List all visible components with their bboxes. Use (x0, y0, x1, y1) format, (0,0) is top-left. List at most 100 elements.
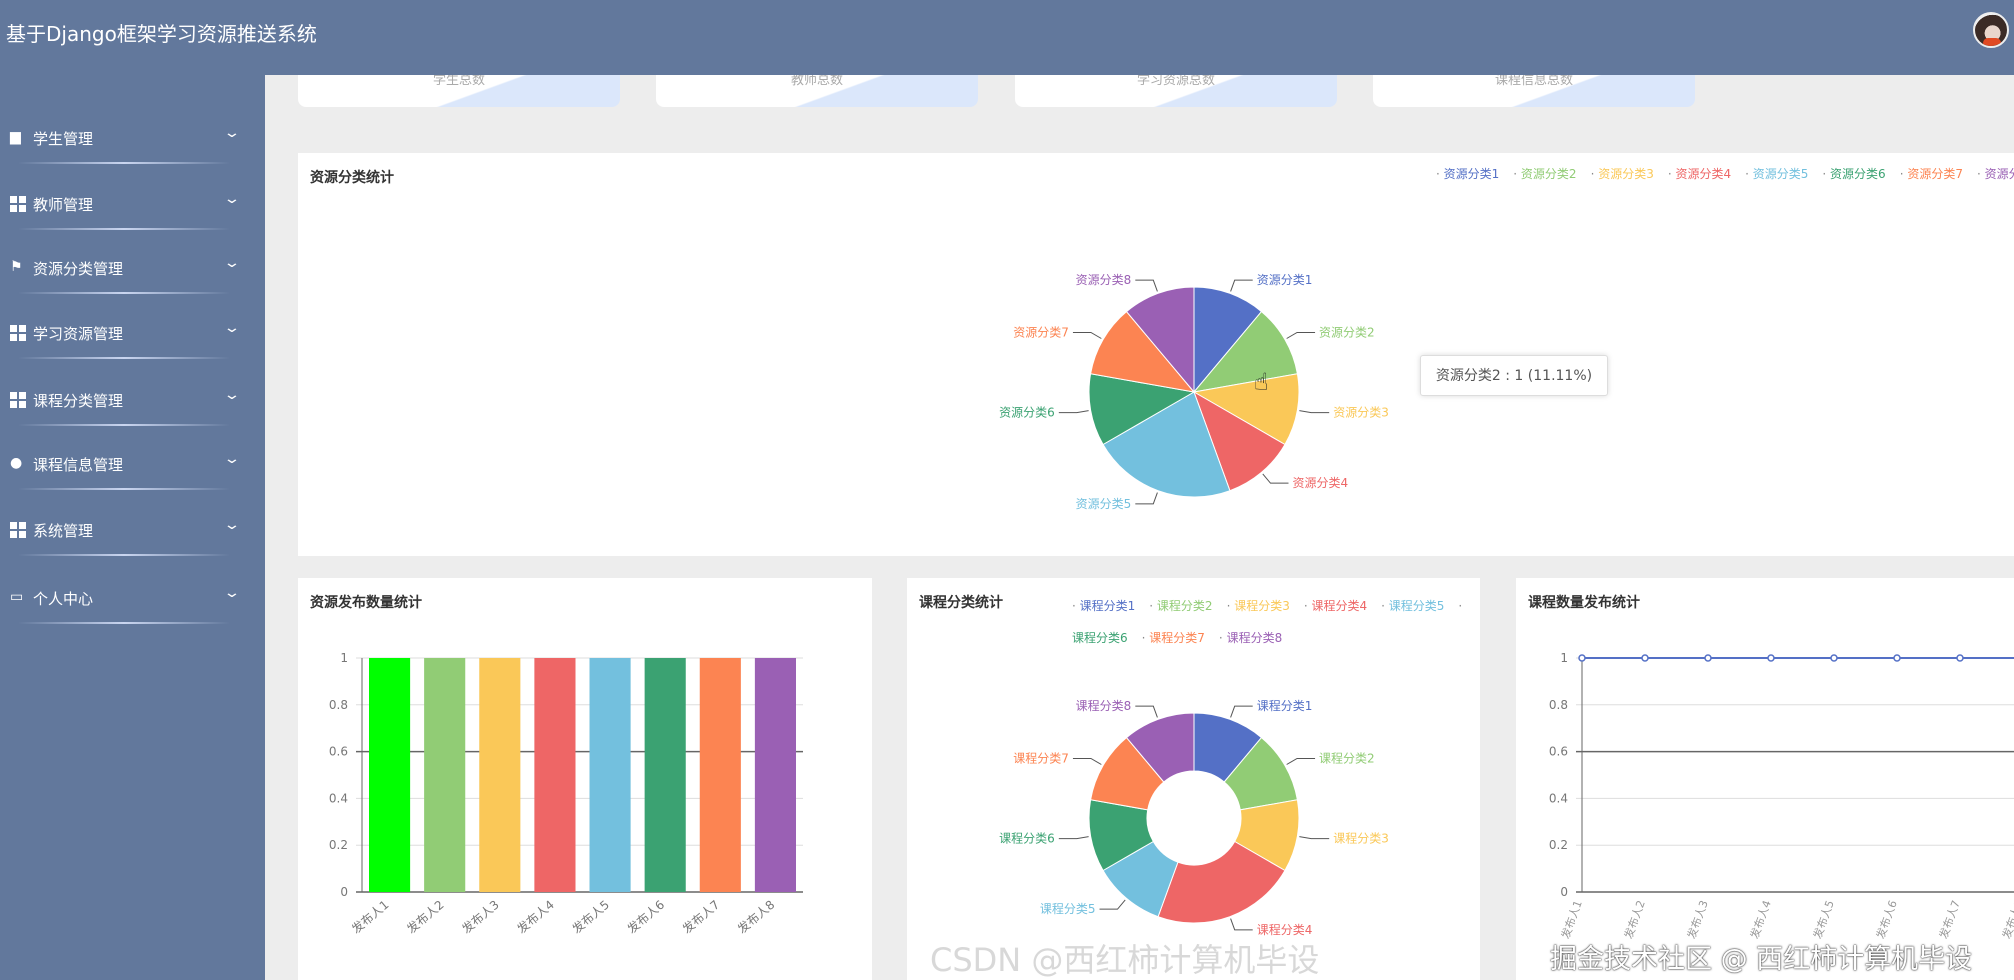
legend-item[interactable]: 资源分类3 (1591, 167, 1654, 181)
sidebar-item-1[interactable]: ▆ 学生管理 ⌄ (0, 118, 265, 158)
label-line (1230, 279, 1253, 292)
legend-item[interactable]: 课程分类2 (1149, 599, 1212, 613)
pie-slice (1090, 310, 1196, 393)
legend-item[interactable]: 资源分类7 (1900, 167, 1963, 181)
data-point (1767, 654, 1775, 662)
course-category-card: 课程分类统计 课程分类1课程分类2课程分类3课程分类4课程分类5课程分类6课程分… (907, 578, 1480, 980)
bar (369, 658, 411, 892)
stat-label: 学生总数 (432, 75, 485, 88)
sidebar-item-4[interactable]: 学习资源管理 ⌄ (0, 313, 265, 353)
label-line (1058, 836, 1089, 840)
bar (424, 658, 466, 892)
stat-label: 教师总数 (790, 75, 843, 88)
legend-item[interactable]: 课程分类8 (1219, 631, 1282, 645)
y-tick-label: 0.4 (329, 791, 348, 805)
label-line (1230, 705, 1253, 718)
label-line (1072, 758, 1102, 765)
stat-label: 学习资源总数 (1136, 75, 1215, 88)
label-line (1058, 410, 1089, 414)
grid-icon (10, 522, 26, 538)
legend-item[interactable]: 课程分类3 (1227, 599, 1290, 613)
legend-item[interactable]: 课程分类5 (1381, 599, 1444, 613)
x-tick-label: 发布人3 (1684, 898, 1711, 940)
bar (699, 658, 741, 892)
stat-card-3[interactable]: 学习资源总数 (1015, 75, 1337, 107)
chevron-down-icon: ⌄ (223, 320, 241, 336)
card-title: 资源发布数量统计 (310, 595, 422, 611)
grid-icon (10, 392, 26, 408)
course-publish-line-chart: 0 0.2 0.4 0.6 0.8 1 发布人1 发布人2 发布人3 发布人4 发布人5 发布人6 发布… (1549, 651, 2014, 941)
pie-slice (1192, 373, 1300, 446)
card-icon: ▭ (10, 589, 24, 605)
sidebar-item-label: 学习资源管理 (33, 325, 124, 343)
pie-slice (1193, 286, 1263, 394)
sidebar-item-label: 课程分类管理 (33, 392, 124, 410)
resource-publish-bar-chart: 0 0.2 0.4 0.6 0.8 1 发布人1 发布人2 发布人3 发布人4 发布人5 发布人6 发布… (329, 651, 803, 937)
legend-item[interactable]: 资源分类5 (1745, 167, 1808, 181)
chat-icon: ▆ (10, 129, 21, 145)
x-tick-label: 发布人2 (404, 897, 447, 937)
stat-card-2[interactable]: 教师总数 (656, 75, 978, 107)
divider (18, 488, 230, 490)
x-tick-label: 发布人6 (1873, 898, 1900, 940)
legend-item[interactable]: 资源分类8 (1977, 167, 2014, 181)
x-tick-label: 发布人4 (514, 897, 557, 937)
divider (18, 162, 230, 164)
chart-legend[interactable]: 资源分类1 资源分类2 资源分类3 资源分类4 资源分类5 资源分类6 资源分类7 资源分类8 (1436, 165, 2014, 182)
bar (754, 658, 796, 892)
sidebar-item-7[interactable]: 系统管理 ⌄ (0, 510, 265, 550)
chevron-down-icon: ⌄ (223, 517, 241, 533)
sidebar-item-6[interactable]: ● 课程信息管理 ⌄ (0, 444, 265, 484)
sidebar-item-label: 教师管理 (33, 196, 94, 214)
pie-slice (1125, 286, 1195, 394)
chevron-down-icon: ⌄ (223, 125, 241, 141)
x-tick-label: 发布人8 (734, 897, 777, 937)
legend-item[interactable]: 资源分类1 (1436, 167, 1499, 181)
label-line (1299, 836, 1330, 840)
pie-slice (1102, 391, 1231, 498)
top-header: 基于Django框架学习资源推送系统 (0, 0, 2014, 75)
x-tick-label: 发布人6 (624, 897, 667, 937)
legend-item[interactable]: 课程分类7 (1142, 631, 1205, 645)
sidebar-item-5[interactable]: 课程分类管理 ⌄ (0, 380, 265, 420)
x-tick-label: 发布人5 (569, 897, 612, 937)
legend-item[interactable]: 课程分类1 (1072, 599, 1135, 613)
resource-category-pie: 资源分类1 资源分类2 资源分类3 资源分类4 资源分类5 资源分类6 资源分类7 资源分类8 (999, 273, 1389, 511)
sidebar-item-8[interactable]: ▭ 个人中心 ⌄ (0, 578, 265, 618)
card-title: 课程分类统计 (919, 595, 1003, 611)
chevron-down-icon: ⌄ (223, 191, 241, 207)
watermark: 掘金技术社区 @ 西红柿计算机毕设 (1550, 944, 1973, 975)
sidebar: ▆ 学生管理 ⌄ 教师管理 ⌄ ⚑ 资源分类管理 ⌄ 学习资源管理 ⌄ 课程分类管理 ⌄ ● 课程信息管理… (0, 75, 265, 980)
card-title: 资源分类统计 (310, 170, 394, 186)
y-tick-label: 0.6 (329, 745, 348, 759)
sidebar-item-label: 个人中心 (33, 590, 94, 608)
slice-label: 资源分类1 (1257, 273, 1313, 287)
x-tick-label: 发布人8 (1999, 898, 2014, 940)
legend-item[interactable]: 资源分类4 (1668, 167, 1731, 181)
slice-label: 课程分类3 (1333, 831, 1389, 846)
user-avatar[interactable] (1973, 12, 2009, 48)
hand-cursor-icon: ☝ (1254, 368, 1269, 396)
slice-label: 资源分类4 (1292, 476, 1348, 490)
slice-label: 课程分类7 (1013, 751, 1069, 766)
slice-label: 课程分类2 (1319, 751, 1375, 766)
data-point (1641, 654, 1649, 662)
legend-item[interactable]: 课程分类4 (1304, 599, 1367, 613)
divider (18, 554, 230, 556)
slice-label: 课程分类5 (1040, 901, 1096, 916)
x-tick-label: 发布人4 (1747, 898, 1774, 940)
stat-card-1[interactable]: 学生总数 (298, 75, 620, 107)
y-tick-label: 0.6 (1549, 745, 1568, 759)
bar (589, 658, 631, 892)
legend-item[interactable]: 资源分类6 (1822, 167, 1885, 181)
slice-label: 资源分类5 (1076, 497, 1132, 511)
sidebar-item-2[interactable]: 教师管理 ⌄ (0, 184, 265, 224)
divider (18, 357, 230, 359)
x-tick-label: 发布人1 (1558, 898, 1585, 940)
y-tick-label: 1 (1560, 651, 1568, 665)
divider (18, 622, 230, 624)
sidebar-item-3[interactable]: ⚑ 资源分类管理 ⌄ (0, 248, 265, 288)
stat-card-4[interactable]: 课程信息总数 (1373, 75, 1695, 107)
legend-item[interactable]: 资源分类2 (1513, 167, 1576, 181)
